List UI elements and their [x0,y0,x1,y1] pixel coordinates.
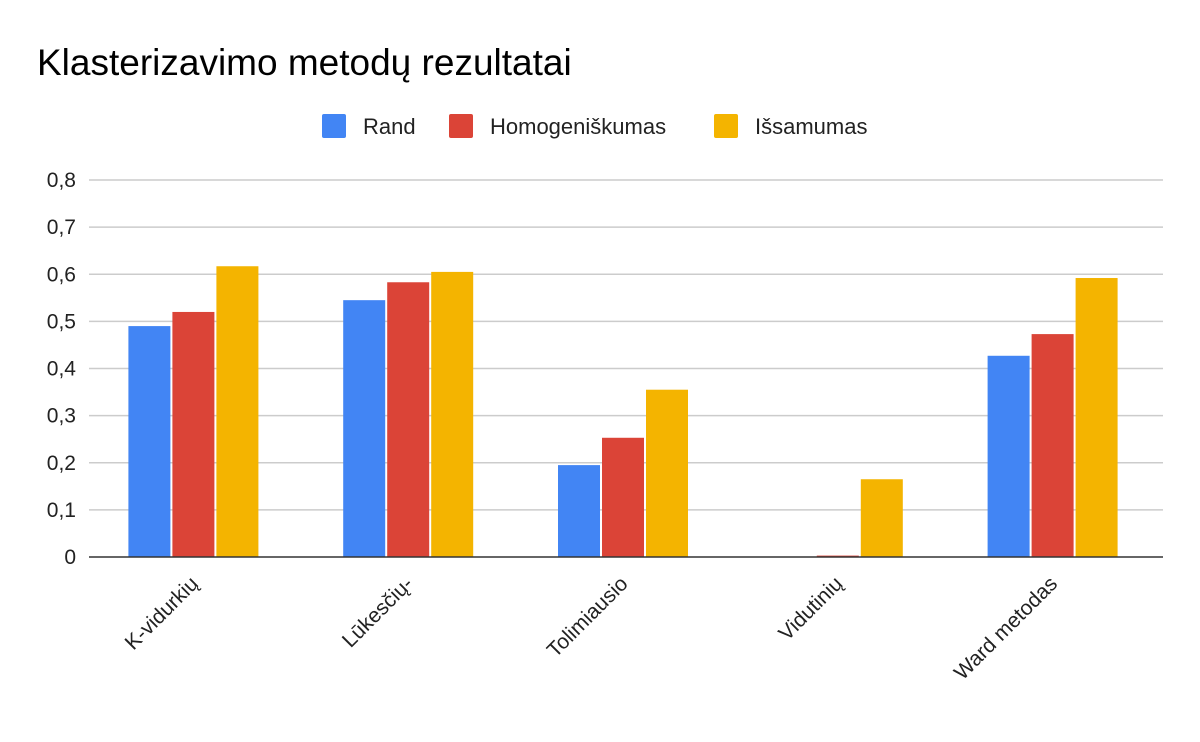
y-tick-label: 0,4 [47,358,77,381]
y-tick-label: 0,7 [47,216,76,239]
y-tick-label: 0,5 [47,310,76,333]
bar [860,479,903,557]
chart-title: Klasterizavimo metodų rezultatai [37,42,572,83]
bar [1075,278,1118,557]
bar [216,266,259,557]
bar [172,311,215,557]
y-tick-label: 0 [64,546,76,569]
bar [602,437,644,557]
bars [128,266,1118,557]
y-tick-label: 0,6 [47,263,76,286]
y-tick-label: 0,3 [47,405,76,428]
y-axis: 0 0,1 0,2 0,3 0,4 0,5 0,6 0,7 0,8 [47,169,77,569]
legend-label: Homogeniškumas [490,114,666,139]
bar [558,465,600,557]
legend-label: Išsamumas [755,114,867,139]
bar [987,355,1030,557]
bar [128,326,171,557]
bar [646,389,688,557]
legend: Rand Homogeniškumas Išsamumas [322,114,867,139]
legend-swatch [714,114,738,138]
y-tick-label: 0,8 [47,169,76,192]
legend-swatch [322,114,346,138]
bar [431,271,474,557]
bar [1031,334,1074,557]
legend-label: Rand [363,114,416,139]
y-tick-label: 0,2 [47,452,76,475]
legend-swatch [449,114,473,138]
y-tick-label: 0,1 [47,499,76,522]
bar [387,282,430,557]
bar [343,300,386,557]
